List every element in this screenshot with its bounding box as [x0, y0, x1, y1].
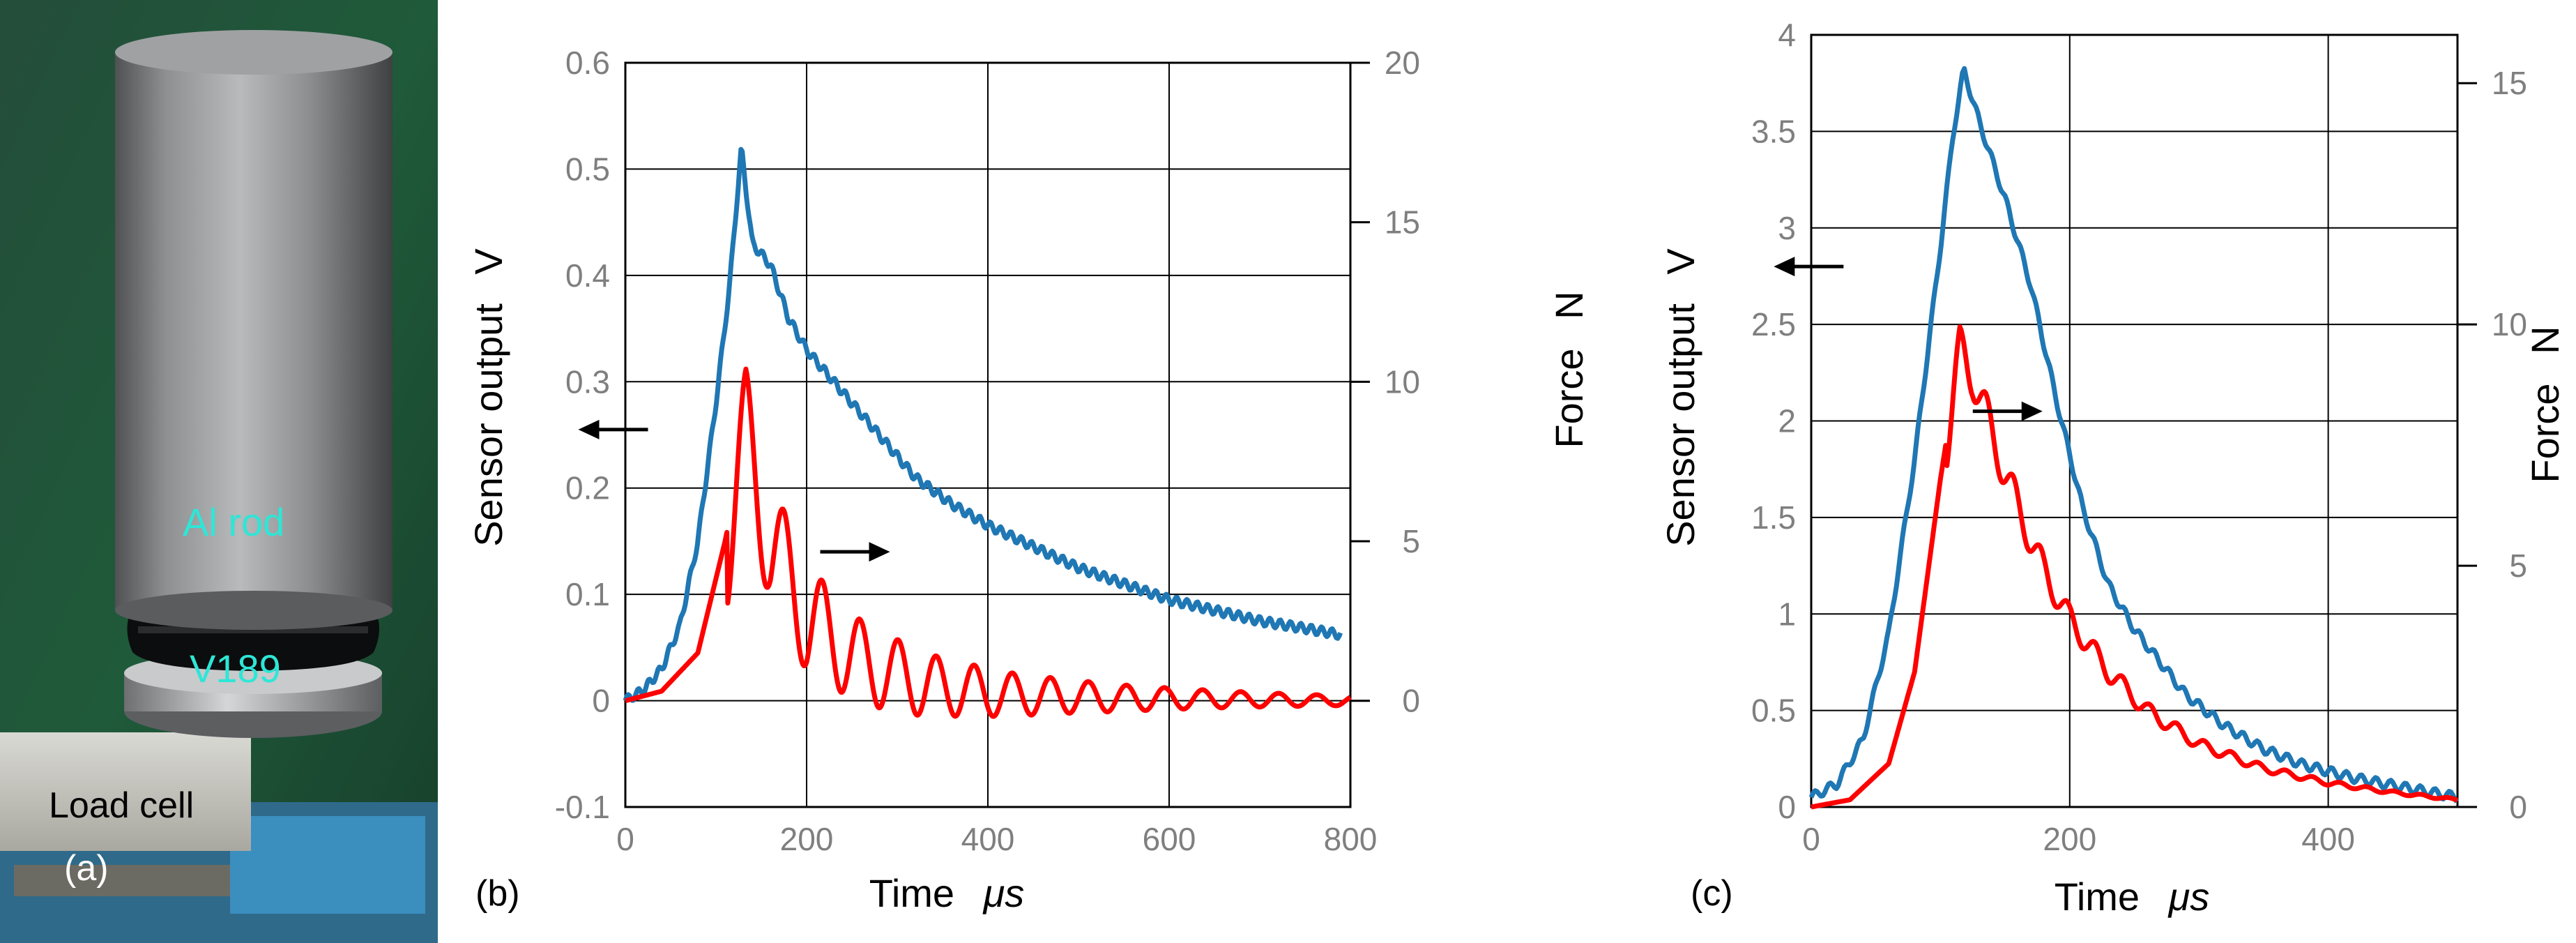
chart-b-xtick-label: 400 [961, 821, 1015, 857]
chart-b-y2tick-label: 5 [1402, 523, 1420, 559]
chart-b-y2label: Force N [1547, 291, 1591, 448]
chart-b-ytick-label: 0.2 [565, 470, 610, 506]
chart-c-arrows [1774, 257, 2043, 421]
chart-c-ylabel: Sensor output V [1659, 248, 1702, 547]
chart-b-ytick-label: 0.4 [565, 257, 610, 294]
chart-c-y2tick-label: 10 [2492, 306, 2527, 342]
chart-b-ytick-label: 0 [592, 683, 610, 719]
chart-c-xtick-label: 0 [1802, 821, 1820, 857]
chart-c-xtick-label: 400 [2301, 821, 2355, 857]
chart-c-ytick-label: 1.5 [1751, 499, 1796, 536]
chart-c-ytick-label: 0 [1778, 789, 1796, 825]
chart-c-ylabel-text: Sensor output [1659, 303, 1702, 547]
chart-c: 0 0.5 1 1.5 2 2.5 3 3.5 4 0 5 10 15 0 200 400 Sensor … [1659, 17, 2567, 919]
chart-c-xlabel-unit: μs [2167, 875, 2210, 919]
chart-c-ytick-label: 4 [1778, 17, 1796, 53]
clamp-body [230, 816, 425, 914]
chart-b-xlabel-unit: μs [982, 871, 1025, 915]
chart-c-panel-label: (c) [1691, 873, 1733, 914]
chart-b-ytick-label: 0.3 [565, 363, 610, 400]
chart-c-y2label-unit: N [2523, 326, 2567, 354]
chart-c-ytick-label: 3 [1778, 210, 1796, 246]
chart-b-xtick-label: 800 [1324, 821, 1378, 857]
chart-c-ytick-label: 2.5 [1751, 306, 1796, 342]
chart-c-ytick-label: 2 [1778, 403, 1796, 439]
chart-b-xlabel: Time μs [869, 871, 1025, 915]
v189-groove [138, 626, 368, 633]
chart-c-xlabel: Time μs [2055, 875, 2210, 919]
label-v189: V189 [190, 647, 281, 691]
chart-c-y2-ticks: 0 5 10 15 [2457, 65, 2527, 825]
chart-b-panel-label: (b) [475, 873, 520, 914]
chart-b-xlabel-text: Time [869, 871, 954, 915]
chart-b-ylabel: Sensor output V [466, 248, 510, 547]
chart-c-ytick-label: 1 [1778, 596, 1796, 632]
chart-c-series-sensor-output [1808, 66, 2459, 804]
chart-b-ytick-label: 0.6 [565, 45, 610, 81]
chart-c-y-ticks: 0 0.5 1 1.5 2 2.5 3 3.5 4 [1751, 17, 1796, 825]
chart-b-grid [624, 61, 1352, 808]
chart-b-ytick-label: -0.1 [555, 789, 610, 825]
photo-panel: Al rod V189 Load cell (a) [0, 0, 438, 943]
chart-c-y2tick-label: 15 [2492, 65, 2527, 101]
chart-b-xtick-label: 600 [1143, 821, 1196, 857]
chart-b-xtick-label: 0 [616, 821, 634, 857]
chart-b-y2tick-label: 15 [1385, 204, 1420, 241]
chart-b-y2tick-label: 10 [1385, 363, 1420, 400]
chart-b-y2-ticks: 0 5 10 15 20 [1350, 45, 1420, 719]
chart-b-ylabel-text: Sensor output [466, 303, 510, 547]
chart-b-arrow-sensor [578, 419, 648, 439]
chart-b-y2tick-label: 20 [1385, 45, 1420, 81]
label-load-cell: Load cell [49, 785, 194, 826]
chart-b-series-sensor-output [623, 146, 1343, 703]
chart-b-x-ticks: 0 200 400 600 800 [616, 821, 1377, 857]
chart-c-xlabel-text: Time [2055, 875, 2140, 919]
al-rod-top [115, 30, 393, 75]
chart-c-y2tick-label: 0 [2509, 789, 2527, 825]
load-cell-body [0, 732, 251, 851]
chart-c-series-force [1810, 324, 2459, 810]
chart-c-y2label: Force N [2523, 326, 2567, 483]
al-rod [115, 52, 393, 610]
chart-b-series [623, 146, 1352, 719]
al-rod-bottom [115, 591, 393, 630]
chart-c-arrow-force [1972, 401, 2043, 421]
chart-b-xtick-label: 200 [780, 821, 834, 857]
chart-c-ytick-label: 0.5 [1751, 693, 1796, 729]
chart-c-arrow-sensor [1774, 257, 1844, 277]
chart-c-y2label-text: Force [2523, 383, 2567, 483]
chart-b-y2label-text: Force [1547, 348, 1591, 448]
chart-c-xtick-label: 200 [2043, 821, 2096, 857]
chart-c-x-ticks: 0 200 400 [1802, 821, 2355, 857]
chart-b-y2tick-label: 0 [1402, 683, 1420, 719]
label-al-rod: Al rod [183, 500, 284, 544]
chart-b-arrow-force [820, 542, 890, 562]
chart-b-y2label-unit: N [1547, 291, 1591, 319]
chart-b-ytick-label: 0.1 [565, 576, 610, 612]
chart-b-y-ticks: -0.1 0 0.1 0.2 0.3 0.4 0.5 0.6 [555, 45, 610, 825]
chart-b-arrows [578, 419, 890, 562]
chart-c-series [1808, 66, 2459, 810]
chart-c-ylabel-unit: V [1659, 248, 1702, 275]
chart-c-ytick-label: 3.5 [1751, 113, 1796, 149]
chart-c-y2tick-label: 5 [2509, 548, 2527, 584]
chart-b-ytick-label: 0.5 [565, 151, 610, 187]
panel-label-a: (a) [64, 848, 109, 889]
chart-b-series-force [623, 366, 1352, 719]
chart-c-grid [1810, 33, 2459, 808]
chart-b-ylabel-unit: V [466, 248, 510, 275]
